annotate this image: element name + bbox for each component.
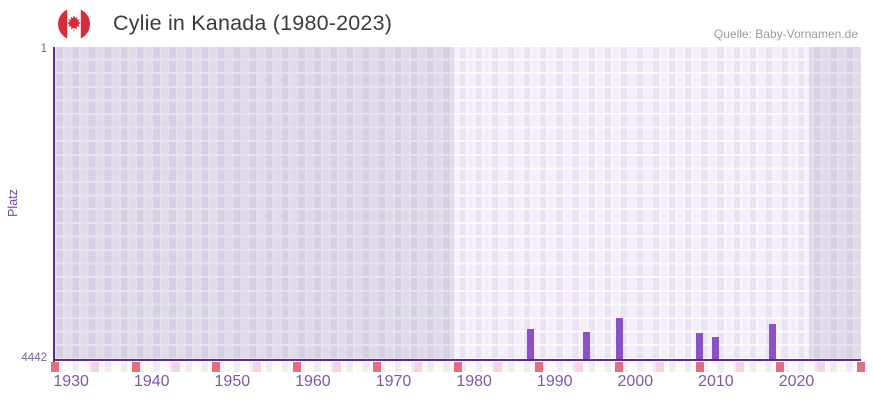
axis-marker-strip [51,362,867,372]
out-of-period-overlay-left [55,47,454,360]
x-tick-1950: 1950 [214,373,251,390]
axis-marker-1928 [51,362,59,372]
axis-marker-1938 [131,362,140,372]
y-axis-line [53,47,55,362]
axis-marker-2008 [695,362,704,372]
rank-bar-1994[interactable] [583,331,591,360]
plot-area [55,47,861,360]
x-tick-2010: 2010 [698,373,734,390]
x-axis-line [53,359,861,361]
x-tick-2020: 2020 [778,373,815,390]
axis-marker-2028 [857,362,865,372]
axis-marker-1953 [252,362,261,372]
y-tick-bottom: 4442 [21,352,47,364]
y-tick-top: 1 [40,43,47,55]
axis-marker-1943 [171,362,180,372]
axis-marker-1988 [534,362,543,372]
x-tick-1930: 1930 [53,373,89,390]
axis-marker-1973 [413,362,422,372]
x-tick-2000: 2000 [617,373,654,390]
axis-marker-1958 [292,362,301,372]
axis-marker-2023 [816,362,825,372]
x-tick-1980: 1980 [456,373,492,390]
x-tick-1990: 1990 [536,373,573,390]
canada-flag-icon [58,8,90,40]
rank-bar-2017[interactable] [768,323,776,360]
axis-marker-1978 [454,362,462,372]
axis-marker-1933 [91,362,100,372]
rank-bar-2008[interactable] [696,332,704,360]
x-tick-1960: 1960 [295,373,331,390]
source-label: Quelle: Baby-Vornamen.de [713,27,858,41]
rank-bar-2010[interactable] [712,336,720,360]
rank-bar-1998[interactable] [615,317,623,360]
chart-title: Cylie in Kanada (1980-2023) [113,11,393,35]
axis-marker-1963 [333,362,342,372]
rank-bar-1987[interactable] [527,328,535,360]
y-axis-title: Platz [6,189,20,217]
axis-marker-2018 [776,362,785,372]
axis-marker-2003 [655,362,664,372]
axis-marker-1998 [615,362,624,372]
axis-marker-1993 [574,362,583,372]
x-tick-1940: 1940 [133,373,170,390]
out-of-period-overlay-right [808,47,861,360]
x-tick-1970: 1970 [375,373,412,390]
axis-marker-2013 [736,362,745,372]
axis-marker-1948 [212,362,221,372]
axis-marker-1968 [373,362,382,372]
axis-marker-1983 [494,362,503,372]
